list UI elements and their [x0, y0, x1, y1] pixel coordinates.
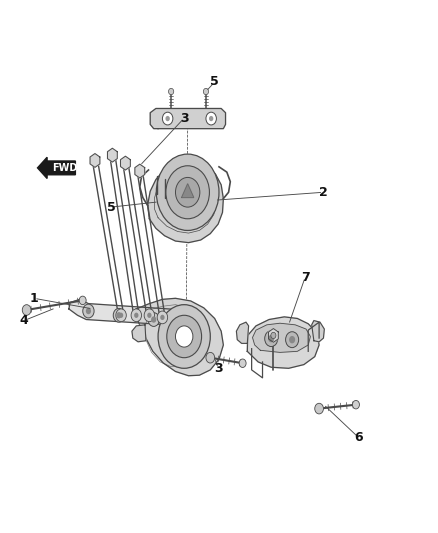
Circle shape	[286, 332, 299, 348]
Polygon shape	[312, 320, 324, 342]
Circle shape	[176, 177, 200, 207]
Polygon shape	[120, 156, 131, 170]
Circle shape	[160, 315, 165, 320]
Circle shape	[134, 313, 138, 318]
Text: FWD: FWD	[52, 163, 77, 173]
Circle shape	[131, 309, 141, 321]
Polygon shape	[107, 148, 117, 162]
Circle shape	[156, 154, 219, 230]
Circle shape	[116, 312, 121, 318]
FancyArrow shape	[38, 157, 75, 179]
Polygon shape	[150, 109, 226, 128]
Circle shape	[172, 316, 184, 329]
Text: 2: 2	[319, 186, 328, 199]
Text: 5: 5	[107, 200, 116, 214]
Circle shape	[175, 319, 180, 326]
Circle shape	[289, 336, 295, 343]
Circle shape	[147, 313, 152, 318]
Circle shape	[86, 308, 91, 314]
Circle shape	[271, 333, 276, 338]
Polygon shape	[69, 300, 193, 326]
Polygon shape	[135, 164, 145, 178]
Text: 3: 3	[180, 111, 188, 125]
Circle shape	[162, 112, 173, 125]
Circle shape	[116, 309, 126, 321]
Circle shape	[239, 359, 246, 367]
Text: 7: 7	[301, 271, 310, 284]
Text: 3: 3	[214, 362, 223, 375]
Text: 6: 6	[354, 431, 363, 444]
Polygon shape	[268, 328, 278, 342]
Circle shape	[265, 330, 278, 346]
Text: 4: 4	[20, 314, 28, 327]
Circle shape	[166, 166, 209, 219]
Circle shape	[83, 304, 94, 318]
Circle shape	[169, 88, 174, 95]
Polygon shape	[182, 184, 194, 198]
Circle shape	[203, 88, 208, 95]
Text: 1: 1	[30, 292, 39, 305]
Circle shape	[157, 311, 168, 324]
Polygon shape	[90, 154, 100, 167]
Circle shape	[113, 309, 124, 322]
Circle shape	[144, 309, 155, 321]
Polygon shape	[136, 298, 223, 376]
Circle shape	[166, 116, 170, 121]
Circle shape	[353, 400, 360, 409]
Circle shape	[151, 317, 156, 322]
Circle shape	[119, 313, 123, 318]
Circle shape	[268, 335, 274, 342]
Circle shape	[209, 116, 213, 121]
Circle shape	[206, 352, 215, 363]
Circle shape	[79, 296, 86, 305]
Circle shape	[206, 112, 216, 125]
Circle shape	[158, 305, 210, 368]
Text: 5: 5	[210, 76, 219, 88]
Circle shape	[22, 305, 31, 316]
Circle shape	[167, 316, 201, 358]
Circle shape	[148, 313, 159, 326]
Polygon shape	[247, 317, 319, 368]
Circle shape	[176, 326, 193, 347]
Polygon shape	[237, 322, 249, 343]
Polygon shape	[148, 161, 223, 243]
Polygon shape	[132, 325, 146, 342]
Polygon shape	[253, 323, 311, 352]
Circle shape	[315, 403, 323, 414]
